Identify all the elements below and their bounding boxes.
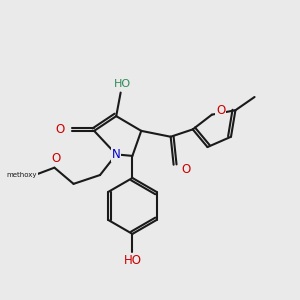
Text: HO: HO: [113, 79, 131, 89]
Text: O: O: [51, 152, 61, 165]
Text: HO: HO: [123, 254, 141, 267]
Text: O: O: [56, 123, 65, 136]
Text: methoxy: methoxy: [7, 172, 37, 178]
Text: O: O: [181, 163, 190, 176]
Text: O: O: [216, 104, 225, 117]
Text: N: N: [112, 148, 121, 161]
